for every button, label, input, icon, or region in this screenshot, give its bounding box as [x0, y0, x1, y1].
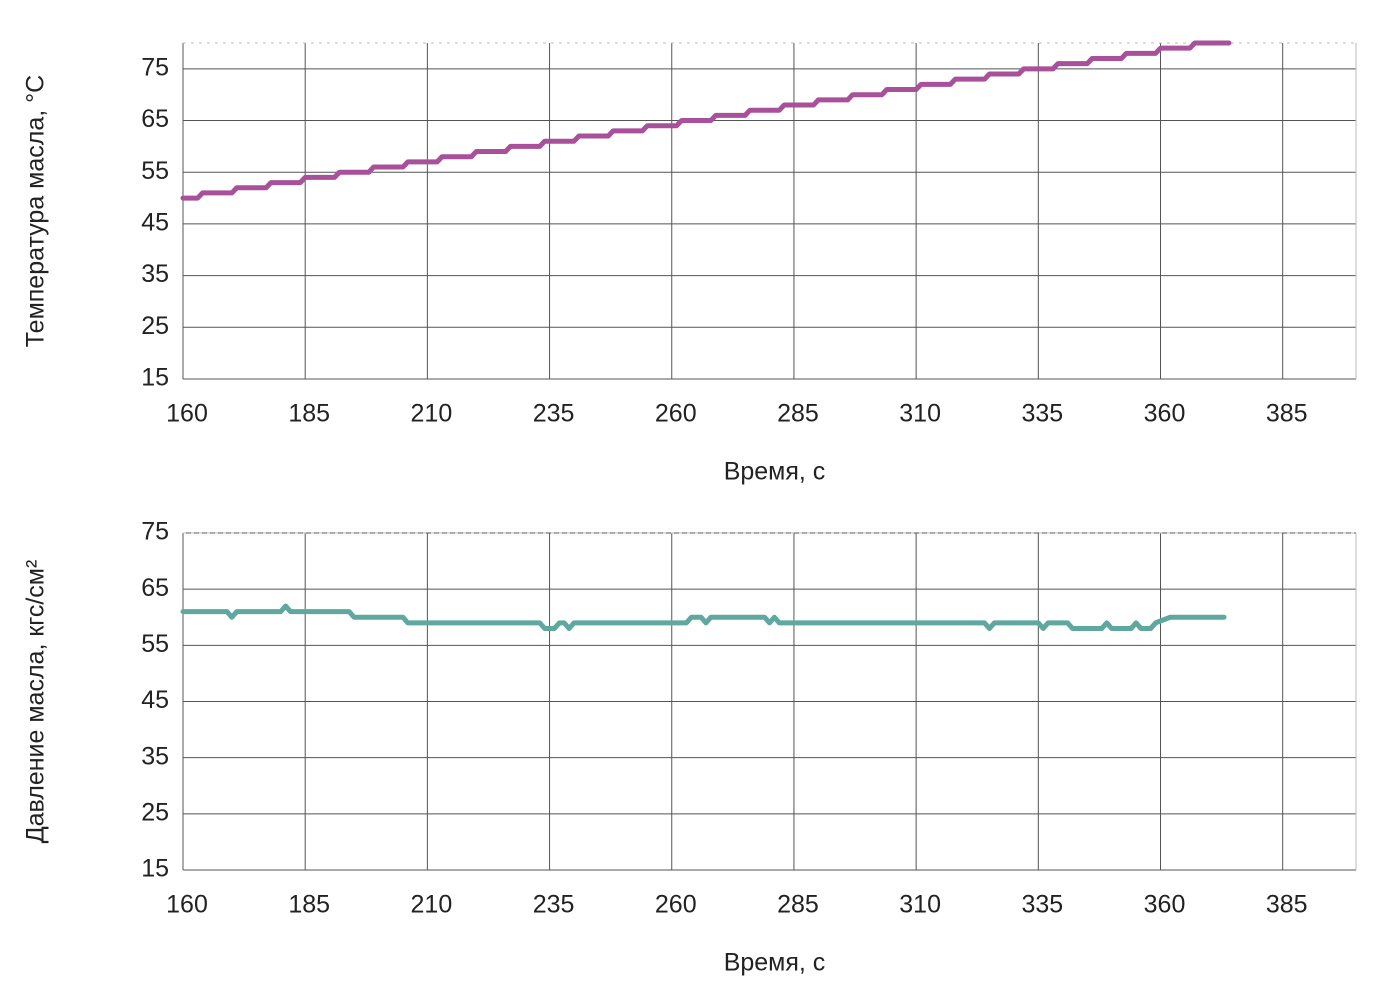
x-tick-label: 185: [288, 891, 330, 919]
x-tick-label: 185: [288, 400, 330, 428]
y-tick-label: 35: [141, 742, 169, 770]
x-tick-label: 310: [899, 400, 941, 428]
x-tick-label: 385: [1266, 400, 1308, 428]
x-tick-label: 310: [899, 891, 941, 919]
x-tick-label: 210: [411, 400, 453, 428]
x-tick-label: 160: [166, 400, 208, 428]
x-tick-label: 235: [533, 891, 575, 919]
x-tick-label: 385: [1266, 891, 1308, 919]
x-tick-label: 335: [1021, 891, 1063, 919]
y-tick-label: 45: [141, 686, 169, 714]
y-tick-label: 45: [141, 209, 169, 237]
x-tick-label: 235: [533, 400, 575, 428]
y-tick-label: 35: [141, 260, 169, 288]
y-tick-label: 75: [141, 53, 169, 81]
y-tick-label: 75: [141, 518, 169, 546]
y-tick-label: 15: [141, 855, 169, 883]
x-tick-label: 335: [1021, 400, 1063, 428]
x-tick-label: 360: [1144, 400, 1186, 428]
y-tick-label: 65: [141, 105, 169, 133]
y-axis-label: Давление масла, кгс/см²: [22, 560, 50, 844]
x-axis-label: Время, с: [724, 949, 826, 977]
x-tick-label: 360: [1144, 891, 1186, 919]
x-tick-label: 160: [166, 891, 208, 919]
x-tick-label: 285: [777, 891, 819, 919]
data-line: [180, 40, 1232, 201]
y-tick-label: 65: [141, 574, 169, 602]
x-tick-label: 210: [411, 891, 453, 919]
y-tick-label: 55: [141, 630, 169, 658]
y-axis-label: Температура масла, °С: [22, 75, 50, 347]
y-tick-label: 25: [141, 312, 169, 340]
data-line: [180, 603, 1227, 631]
x-tick-label: 260: [655, 400, 697, 428]
x-tick-label: 285: [777, 400, 819, 428]
x-tick-label: 260: [655, 891, 697, 919]
y-tick-label: 25: [141, 798, 169, 826]
x-axis-label: Время, с: [724, 458, 826, 486]
y-tick-label: 15: [141, 364, 169, 392]
y-tick-label: 55: [141, 157, 169, 185]
